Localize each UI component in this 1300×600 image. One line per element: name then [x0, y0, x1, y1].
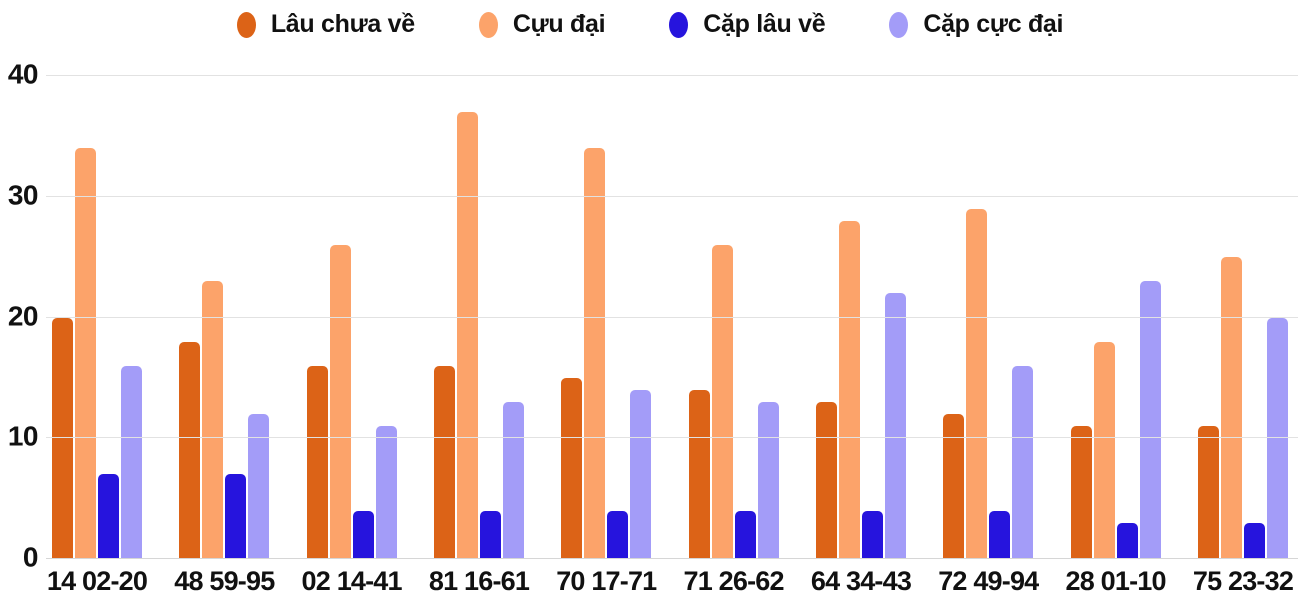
- legend-label: Cựu đại: [512, 10, 606, 38]
- y-axis-tick-label: 30: [7, 179, 39, 211]
- bar-group-7: 72 49-94: [938, 76, 1039, 596]
- bar-series-0-cat-2[interactable]: [306, 365, 328, 559]
- bar-series-0-cat-4[interactable]: [561, 377, 583, 559]
- bar-series-2-cat-3[interactable]: [479, 510, 501, 559]
- bar-group-9: 75 23-32: [1193, 76, 1294, 596]
- x-axis-label: 72 49-94: [938, 566, 1039, 596]
- bar-series-1-cat-6[interactable]: [838, 220, 860, 559]
- legend-item-series-2[interactable]: Cặp lâu về: [669, 10, 826, 39]
- plot-area: 14 02-20 48 59-95 02 14-41 81 16-61 70 17-71…: [8, 59, 1298, 596]
- bar-series-1-cat-0[interactable]: [75, 148, 96, 559]
- bar-series-3-cat-6[interactable]: [884, 293, 906, 559]
- bar-group-0: 14 02-20: [47, 76, 148, 596]
- bar-group-4: 70 17-71: [556, 76, 657, 596]
- legend-ellipse-marker-icon: [889, 11, 909, 38]
- y-axis-tick-label: 10: [7, 420, 39, 452]
- bar-group-8: 28 01-10: [1066, 76, 1167, 596]
- bar-series-2-cat-2[interactable]: [352, 510, 374, 559]
- bar-series-2-cat-5[interactable]: [734, 510, 756, 559]
- bar-series-1-cat-5[interactable]: [711, 245, 733, 559]
- bar-series-0-cat-0[interactable]: [52, 317, 73, 559]
- bar-series-1-cat-7[interactable]: [966, 208, 988, 559]
- bar-series-2-cat-1[interactable]: [225, 474, 247, 559]
- bar-series-2-cat-8[interactable]: [1116, 522, 1138, 559]
- bar-series-0-cat-5[interactable]: [688, 389, 710, 559]
- x-axis-label: 64 34-43: [810, 566, 912, 596]
- legend-item-series-3[interactable]: Cặp cực đại: [889, 10, 1063, 39]
- x-axis-label: 48 59-95: [174, 566, 275, 596]
- bar-series-0-cat-6[interactable]: [815, 402, 837, 559]
- legend-item-series-0[interactable]: Lâu chưa về: [236, 10, 415, 39]
- x-axis-label: 28 01-10: [1065, 566, 1167, 596]
- bar-series-1-cat-3[interactable]: [456, 112, 478, 559]
- x-axis-label: 81 16-61: [428, 566, 530, 596]
- bar-series-1-cat-2[interactable]: [329, 245, 351, 559]
- x-axis-label: 14 02-20: [46, 566, 148, 596]
- bar-series-0-cat-1[interactable]: [179, 341, 201, 559]
- bar-group-5: 71 26-62: [684, 76, 785, 596]
- legend-ellipse-marker-icon: [669, 11, 689, 38]
- y-axis-tick-label: 40: [7, 58, 39, 90]
- bar-series-3-cat-1[interactable]: [248, 414, 270, 559]
- bar-series-2-cat-0[interactable]: [98, 474, 119, 559]
- bar-series-3-cat-2[interactable]: [375, 426, 397, 559]
- bar-group-6: 64 34-43: [811, 76, 912, 596]
- bar-series-0-cat-7[interactable]: [943, 414, 965, 559]
- bar-series-3-cat-0[interactable]: [121, 365, 142, 559]
- bar-series-3-cat-3[interactable]: [502, 402, 524, 559]
- bar-series-0-cat-9[interactable]: [1197, 426, 1219, 559]
- bar-groups-container: 14 02-20 48 59-95 02 14-41 81 16-61 70 17-71…: [46, 76, 1298, 596]
- bar-series-3-cat-5[interactable]: [757, 402, 779, 559]
- legend-ellipse-marker-icon: [236, 11, 256, 38]
- y-axis-tick-label: 0: [22, 541, 39, 573]
- bar-series-3-cat-7[interactable]: [1012, 365, 1034, 559]
- legend-item-series-1[interactable]: Cựu đại: [478, 10, 606, 39]
- x-axis-label: 02 14-41: [301, 566, 403, 596]
- bar-series-2-cat-9[interactable]: [1243, 522, 1265, 559]
- bar-series-3-cat-8[interactable]: [1139, 281, 1161, 559]
- bar-group-3: 81 16-61: [429, 76, 530, 596]
- bar-group-1: 48 59-95: [174, 76, 275, 596]
- bar-group-2: 02 14-41: [302, 76, 403, 596]
- gridline-y-10: [46, 437, 1298, 439]
- x-axis-label: 71 26-62: [683, 566, 785, 596]
- gridline-y-0: [46, 558, 1298, 559]
- chart-legend: Lâu chưa về Cựu đại Cặp lâu về Cặp cực đại: [0, 10, 1300, 39]
- y-axis-tick-label: 20: [7, 300, 39, 332]
- bar-series-2-cat-4[interactable]: [607, 510, 629, 559]
- bar-series-3-cat-9[interactable]: [1266, 317, 1288, 559]
- gridline-y-20: [46, 316, 1298, 318]
- legend-label: Cặp cực đại: [923, 10, 1064, 38]
- bar-series-1-cat-8[interactable]: [1093, 341, 1115, 559]
- bar-series-1-cat-1[interactable]: [202, 281, 224, 559]
- legend-label: Cặp lâu về: [703, 10, 826, 38]
- bar-series-1-cat-4[interactable]: [584, 148, 606, 559]
- gridline-y-40: [46, 75, 1298, 76]
- x-axis-label: 70 17-71: [556, 566, 657, 596]
- bar-series-3-cat-4[interactable]: [630, 389, 652, 559]
- bar-series-1-cat-9[interactable]: [1220, 257, 1242, 559]
- bar-series-0-cat-3[interactable]: [433, 365, 455, 559]
- legend-ellipse-marker-icon: [478, 11, 498, 38]
- gridline-y-30: [46, 195, 1298, 197]
- bar-series-2-cat-6[interactable]: [861, 510, 883, 559]
- bar-series-2-cat-7[interactable]: [989, 510, 1011, 559]
- legend-label: Lâu chưa về: [270, 10, 415, 38]
- bar-series-0-cat-8[interactable]: [1070, 426, 1092, 559]
- x-axis-label: 75 23-32: [1192, 566, 1294, 596]
